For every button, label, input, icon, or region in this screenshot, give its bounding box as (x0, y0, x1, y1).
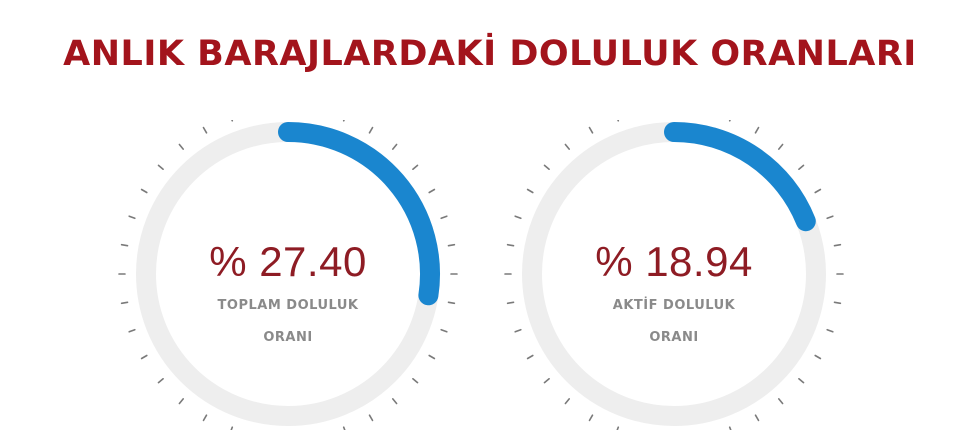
gauge-tick (543, 377, 550, 384)
gauge-dial (504, 120, 844, 430)
gauge-tick (514, 328, 522, 333)
gauge-tick (447, 301, 456, 305)
gauge-tick (428, 188, 436, 194)
gauge-tick (447, 243, 456, 247)
gauge-tick (588, 414, 594, 422)
gauge-tick (440, 328, 448, 333)
gauge-label-line1: TOPLAM DOLULUK (217, 298, 359, 313)
gauge-tick (588, 126, 594, 134)
gauge-label-line2: ORANI (263, 330, 313, 345)
gauge-value: % 27.40 (209, 238, 367, 285)
gauge-tick (814, 188, 822, 194)
gauge-tick (230, 426, 234, 430)
gauge-tick (368, 126, 374, 134)
gauge-tick (728, 120, 731, 122)
gauge-tick (514, 215, 522, 220)
total-fill-gauge: % 27.40 TOPLAM DOLULUK ORANI (118, 120, 458, 430)
gauge-tick (754, 126, 760, 134)
gauge-tick (617, 120, 620, 122)
gauge-tick (178, 398, 184, 405)
gauge-tick (157, 164, 164, 171)
gauge-tick (412, 164, 419, 171)
gauge-tick (526, 354, 534, 360)
gauge-value-arc (278, 122, 440, 306)
gauge-tick (564, 398, 570, 405)
gauge-tick (342, 120, 345, 122)
gauge-tick (202, 126, 208, 134)
gauge-tick (202, 414, 208, 422)
gauge-tick (826, 215, 834, 220)
gauge-label-line2: ORANI (649, 330, 699, 345)
gauge-tick (526, 188, 534, 194)
gauge-tick (140, 188, 148, 194)
gauge-tick (564, 143, 570, 150)
gauge-tick (120, 301, 129, 305)
gauge-tick (826, 328, 834, 333)
gauge-value: % 18.94 (595, 238, 753, 285)
gauge-tick (391, 143, 398, 150)
gauge-tick (506, 301, 515, 305)
gauge-tick (120, 243, 129, 247)
gauge-tick (440, 215, 448, 220)
gauge-tick (814, 354, 822, 360)
gauge-tick (506, 243, 515, 247)
gauge-label-line1: AKTİF DOLULUK (612, 298, 736, 313)
gauge-tick (754, 414, 760, 422)
gauge-tick (777, 398, 784, 405)
gauge-tick (231, 120, 234, 122)
gauge-tick (140, 354, 148, 360)
gauge-tick (833, 301, 842, 305)
active-fill-gauge: % 18.94 AKTİF DOLULUK ORANI (504, 120, 844, 430)
gauge-tick (342, 426, 346, 430)
gauge-tick (543, 164, 550, 171)
gauge-tick (728, 426, 732, 430)
gauge-tick (368, 414, 374, 422)
gauge-value-arc (664, 122, 816, 232)
gauge-tick (616, 426, 620, 430)
gauge-tick (412, 377, 419, 384)
gauge-label: TOPLAM DOLULUK ORANI (188, 290, 388, 354)
gauge-tick (178, 143, 184, 150)
gauge-tick (128, 328, 136, 333)
gauge-tick (157, 377, 164, 384)
gauge-tick (428, 354, 436, 360)
gauge-tick (391, 398, 398, 405)
gauge-dial (118, 120, 458, 430)
page-title: ANLIK BARAJLARDAKİ DOLULUK ORANLARI (63, 34, 917, 74)
gauge-tick (777, 143, 784, 150)
gauge-tick (798, 377, 805, 384)
gauge-label: AKTİF DOLULUK ORANI (574, 290, 774, 354)
gauge-tick (798, 164, 805, 171)
gauge-tick (128, 215, 136, 220)
gauge-tick (833, 243, 842, 247)
